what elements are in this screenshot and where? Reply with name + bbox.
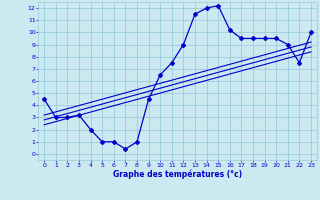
X-axis label: Graphe des températures (°c): Graphe des températures (°c) [113, 170, 242, 179]
